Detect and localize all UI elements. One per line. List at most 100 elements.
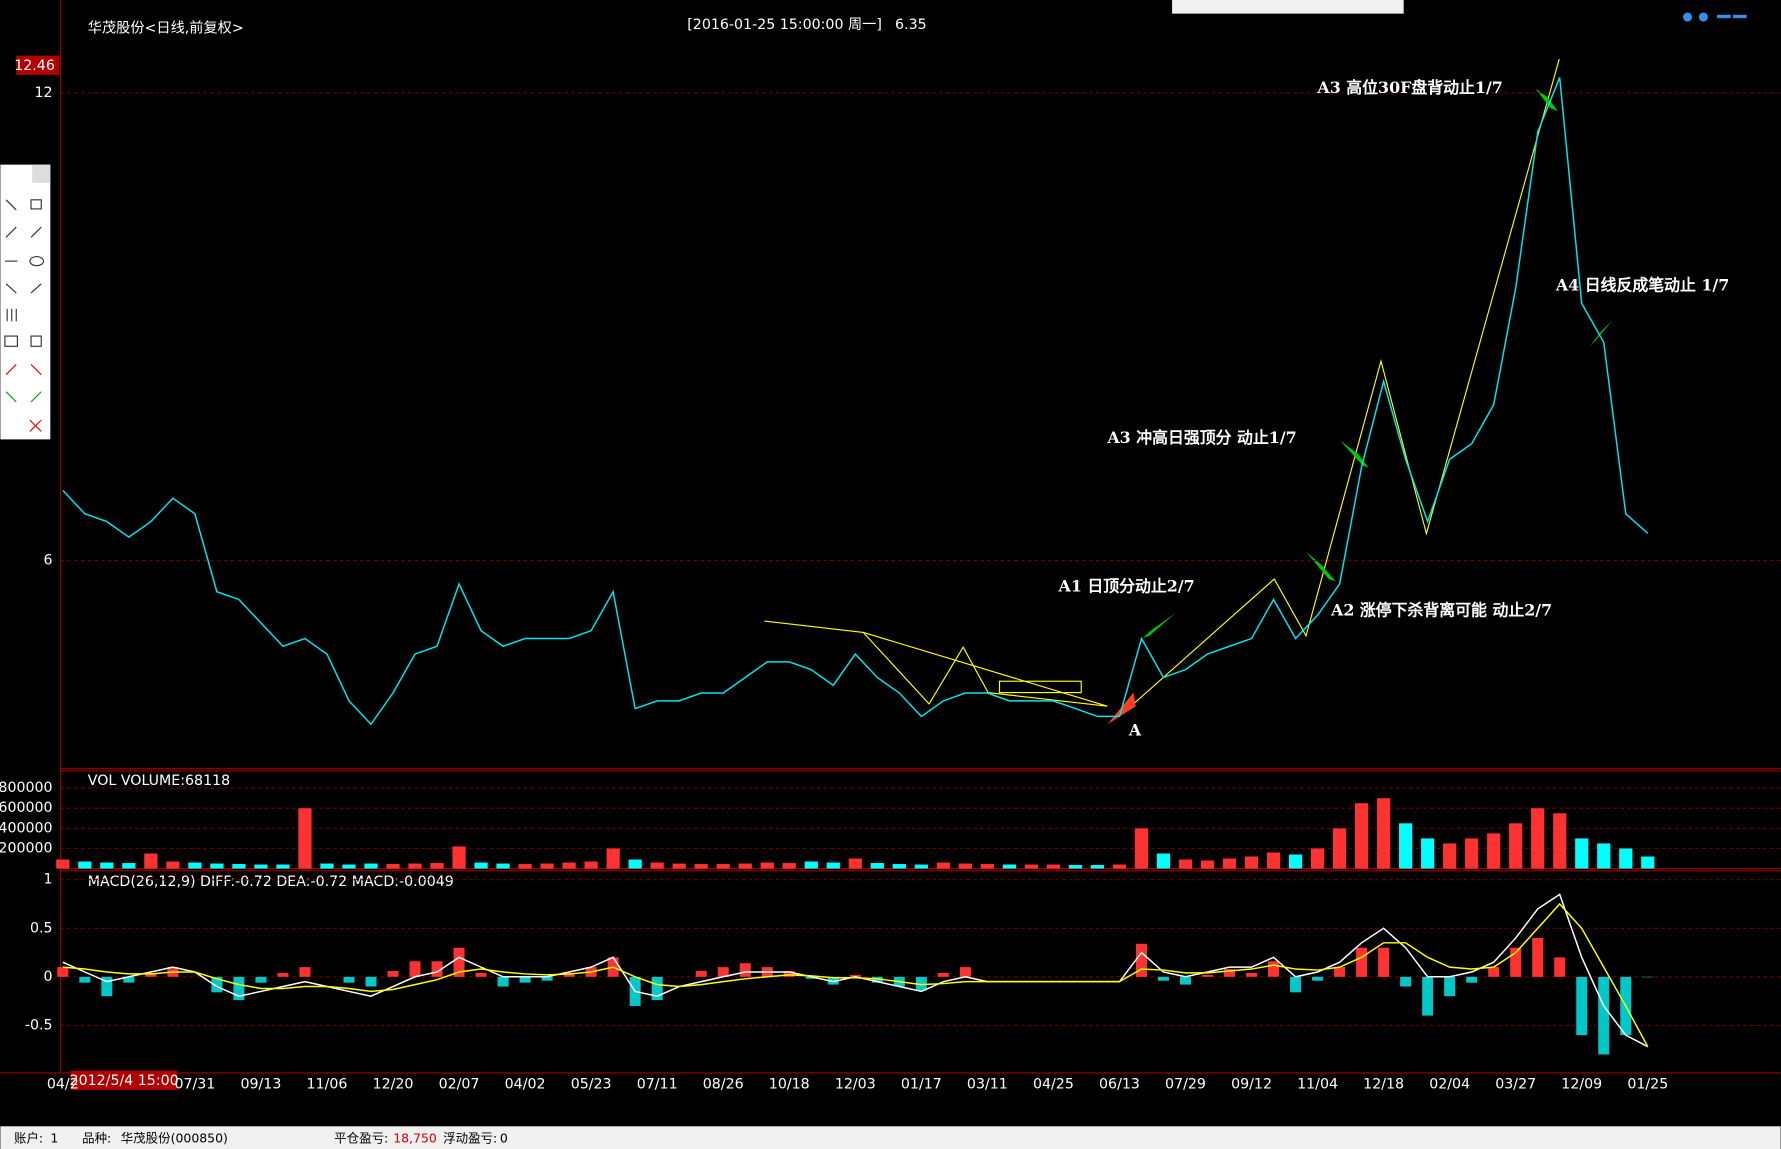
- volume-bar: [1222, 858, 1237, 869]
- volume-bar: [1002, 864, 1017, 869]
- x-tick-label: 11/04: [1297, 1076, 1338, 1092]
- volume-bar: [914, 864, 928, 869]
- volume-bar: [716, 864, 730, 869]
- status-text: 18,750: [393, 1130, 437, 1145]
- chart-title: 华茂股份<日线,前复权>: [88, 19, 244, 36]
- volume-bar: [342, 864, 356, 869]
- y-tick-label: 0.5: [30, 920, 53, 936]
- x-tick-label: 02/07: [439, 1076, 480, 1092]
- volume-bar: [936, 862, 950, 869]
- volume-bar: [760, 862, 774, 869]
- volume-bar: [188, 862, 202, 869]
- status-bar: [0, 1126, 1781, 1149]
- price-line: [62, 77, 1649, 726]
- volume-bar: [870, 863, 884, 869]
- volume-bar: [1443, 843, 1457, 869]
- y-tick-label: 0: [44, 969, 53, 985]
- volume-bar: [1597, 843, 1611, 869]
- volume-bar: [100, 862, 114, 869]
- volume-bar: [1178, 859, 1193, 869]
- datetime: [2016-01-25 15:00:00 周一]: [687, 17, 882, 33]
- volume-bar: [892, 864, 906, 869]
- zoom-buttons[interactable]: [1682, 12, 1747, 22]
- x-tick-label: 12/18: [1363, 1076, 1404, 1092]
- volume-bar: [1465, 838, 1479, 869]
- tool-icons[interactable]: [4, 199, 45, 432]
- cursor-time-box: [70, 1070, 178, 1090]
- volume-bar: [276, 864, 290, 869]
- x-tick-label: 12/09: [1561, 1076, 1602, 1092]
- x-tick-label: 01/25: [1627, 1076, 1668, 1092]
- volume-title: VOL VOLUME:68118: [88, 773, 230, 789]
- status-text: 华茂股份(000850): [121, 1130, 228, 1145]
- x-tick-label: 04/02: [505, 1076, 546, 1092]
- volume-bar: [1377, 798, 1391, 869]
- volume-bar: [1090, 865, 1105, 869]
- volume-bar: [1399, 823, 1413, 869]
- annotation: A3 冲高日强顶分 动止1/7: [1106, 428, 1296, 447]
- x-tick-label: 11/06: [307, 1076, 348, 1092]
- x-tick-label: 07/29: [1165, 1076, 1206, 1092]
- x-tick-label: 02/04: [1429, 1076, 1470, 1092]
- x-tick-label: 06/13: [1099, 1076, 1140, 1092]
- volume-bar: [408, 863, 422, 869]
- y-tick-label: 6: [44, 553, 53, 569]
- status-text: 0: [500, 1130, 508, 1145]
- volume-bar: [540, 863, 554, 869]
- annotation: A1 日顶分动止2/7: [1058, 576, 1195, 595]
- x-tick-label: 04/25: [1033, 1076, 1074, 1092]
- volume-bar: [254, 864, 268, 869]
- volume-bar: [452, 846, 466, 869]
- volume-bar: [1112, 864, 1127, 869]
- volume-bar: [430, 863, 444, 869]
- y-tick-label: 800000: [0, 780, 53, 796]
- x-tick-label: 03/27: [1495, 1076, 1536, 1092]
- toolbar-panel: [0, 164, 51, 440]
- volume-bar: [1619, 848, 1633, 869]
- status-text: 1: [50, 1130, 58, 1145]
- volume-bar: [1487, 833, 1501, 869]
- volume-bar: [1244, 856, 1259, 869]
- x-tick-label: 10/18: [769, 1076, 810, 1092]
- x-tick-label: 08/26: [703, 1076, 744, 1092]
- volume-bar: [496, 863, 510, 869]
- volume-bar: [1200, 860, 1215, 869]
- volume-bar: [166, 861, 180, 869]
- x-tick-label: 09/13: [240, 1076, 281, 1092]
- y-tick-label: -0.5: [25, 1017, 53, 1033]
- x-tick-label: 05/23: [571, 1076, 612, 1092]
- drawn-trendlines: [764, 58, 1560, 707]
- annotation: A3 高位30F盘背动止1/7: [1316, 78, 1502, 97]
- drawing-toolbar: [0, 0, 1747, 440]
- macd-title: MACD(26,12,9) DIFF:-0.72 DEA:-0.72 MACD:…: [88, 874, 454, 890]
- volume-bar: [474, 862, 488, 869]
- volume-bar: [1046, 864, 1061, 869]
- cursor-time: 2012/5/4 15:00: [70, 1073, 179, 1089]
- annotation: A4 日线反成笔动止 1/7: [1555, 276, 1729, 295]
- volume-bar: [694, 864, 708, 869]
- volume-bar: [1553, 813, 1567, 869]
- x-tick-label: 01/17: [901, 1076, 942, 1092]
- toolbar-close[interactable]: [32, 164, 51, 183]
- annotation: A: [1128, 721, 1142, 740]
- volume-bar: [210, 863, 224, 869]
- volume-bar: [628, 859, 642, 869]
- x-tick-label: 12/20: [373, 1076, 414, 1092]
- volume-bar: [958, 863, 972, 869]
- volume-bar: [804, 861, 818, 869]
- y-tick-label: 200000: [0, 840, 53, 856]
- volume-bar: [518, 864, 532, 869]
- volume-bar: [1355, 803, 1369, 869]
- macd-line: [62, 902, 1649, 1048]
- volume-bar: [1509, 823, 1523, 869]
- y-tick-label: 1: [44, 872, 53, 888]
- volume-bar: [562, 862, 576, 869]
- y-tick-label: 400000: [0, 820, 53, 836]
- volume-bar: [56, 859, 70, 869]
- x-tick-label: 07/31: [174, 1076, 215, 1092]
- volume-bar: [1266, 852, 1281, 869]
- top-toolbar[interactable]: [1172, 0, 1404, 14]
- volume-bar: [1024, 864, 1039, 869]
- status-text: 品种:: [82, 1130, 111, 1145]
